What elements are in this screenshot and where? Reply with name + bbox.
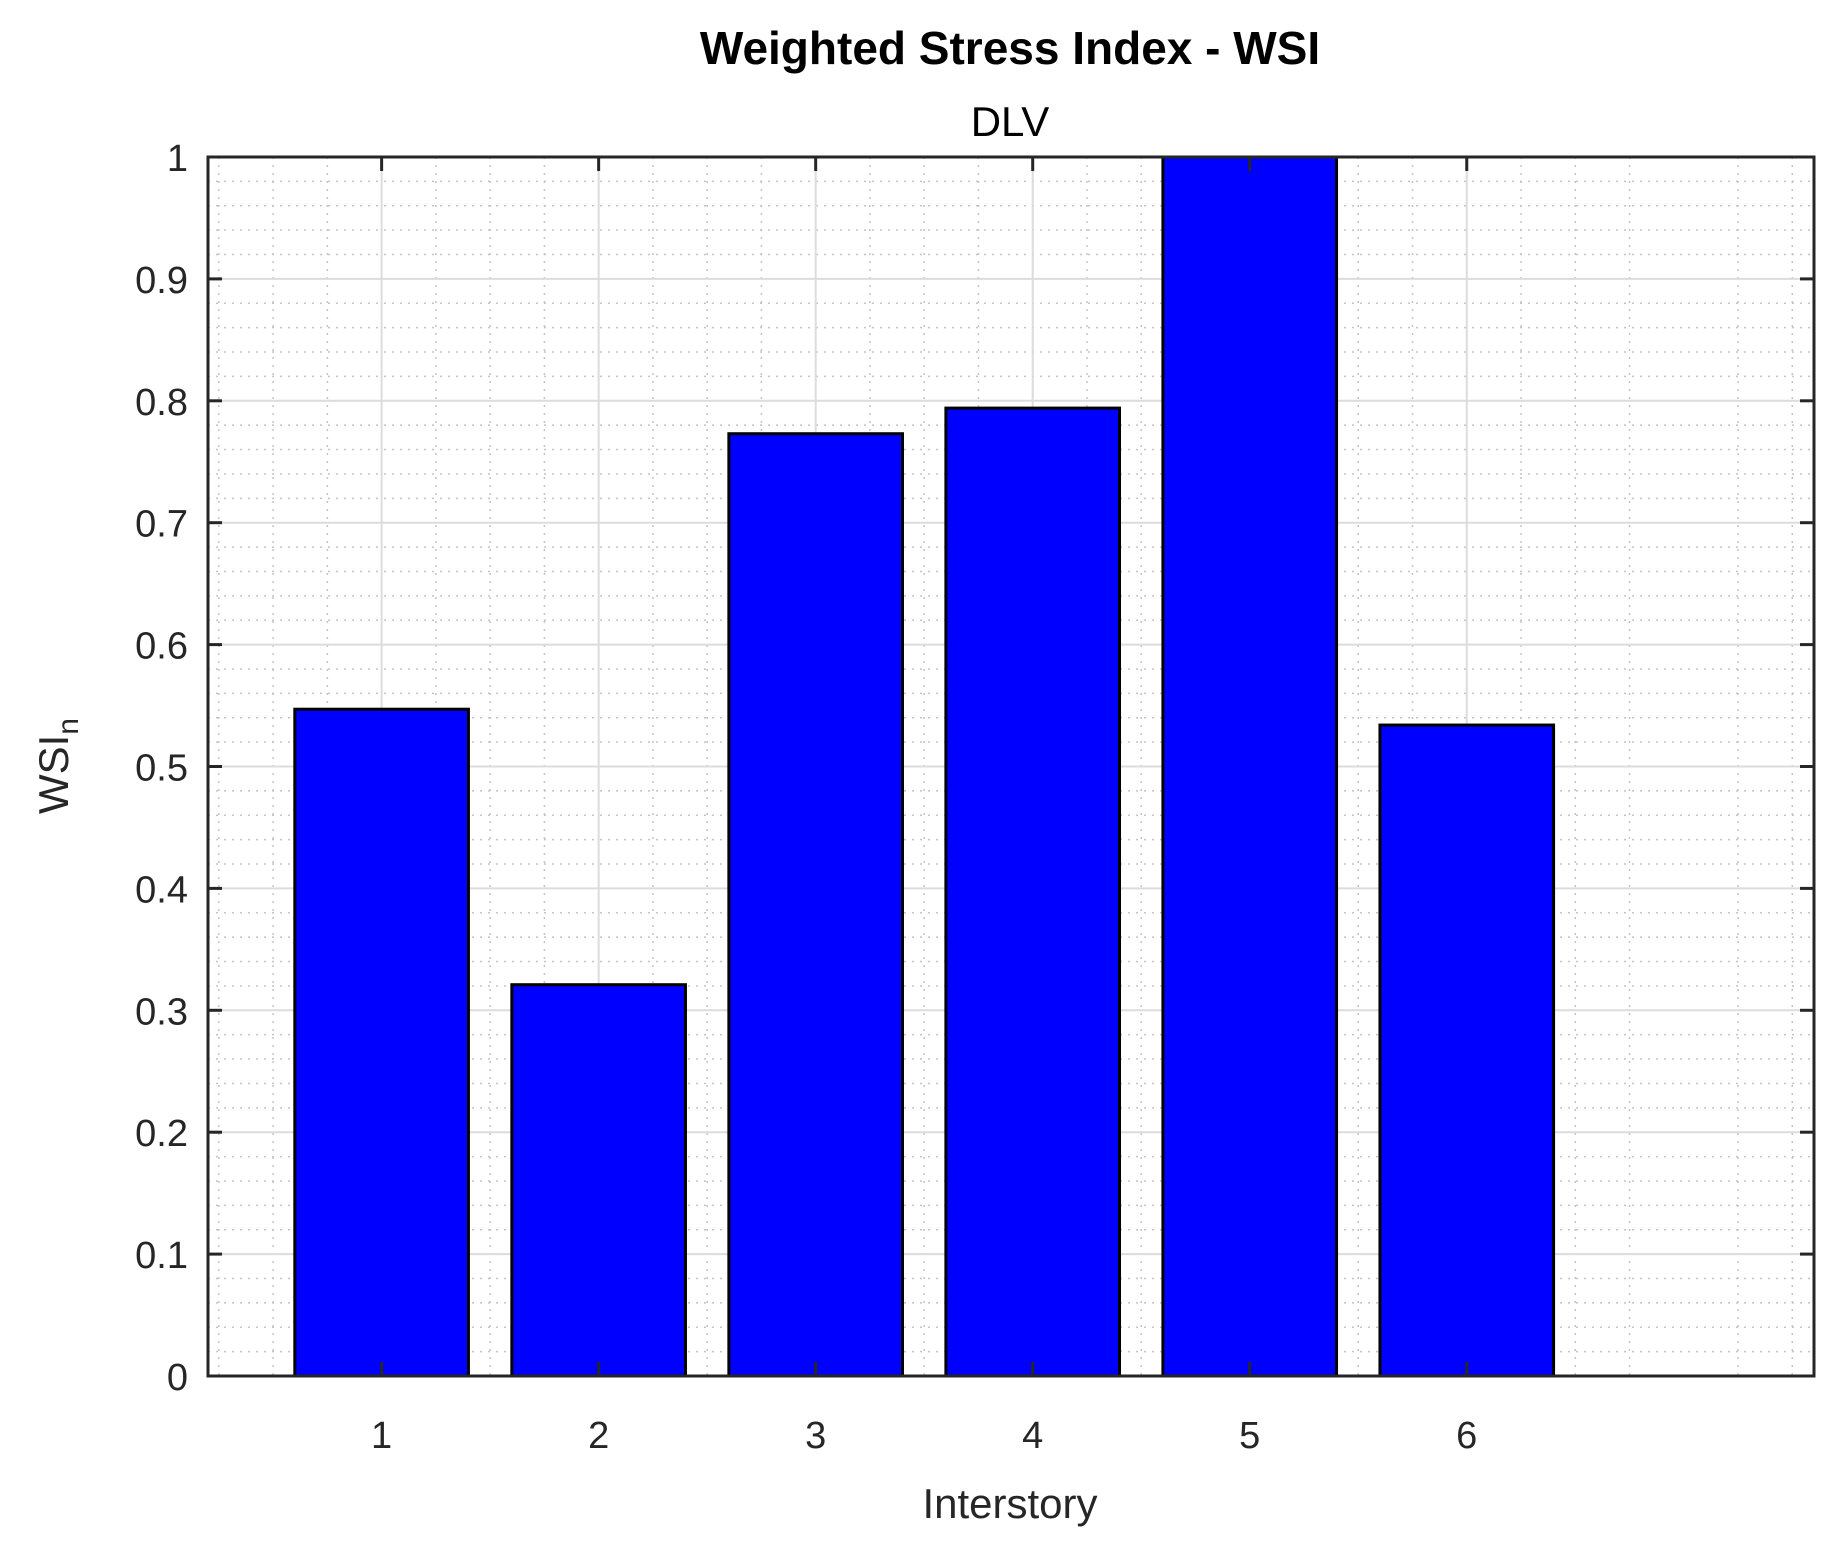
y-tick-label: 0.5 <box>135 748 188 790</box>
x-tick-label: 6 <box>1456 1415 1477 1457</box>
chart-subtitle: DLV <box>971 98 1050 145</box>
y-tick-label: 0.1 <box>135 1235 188 1277</box>
y-axis-label-main: WSI <box>30 735 77 814</box>
y-tick-label: 0.4 <box>135 869 188 911</box>
x-tick-label: 1 <box>371 1415 392 1457</box>
bar <box>727 432 904 1378</box>
bars <box>293 155 1556 1378</box>
y-tick-label: 0.2 <box>135 1113 188 1155</box>
chart-title: Weighted Stress Index - WSI <box>700 22 1320 74</box>
bar <box>510 983 687 1378</box>
y-tick-label: 0.3 <box>135 991 188 1033</box>
y-axis-label: WSIn <box>30 718 85 814</box>
y-tick-label: 0.8 <box>135 382 188 424</box>
ticks: 1 2 3 4 5 6 0 0.1 0.2 0.3 0.4 0.5 0.6 0.7 0.8 0.9 1 <box>135 138 1814 1457</box>
bar <box>944 406 1122 1378</box>
bar <box>293 707 470 1378</box>
x-tick-label: 5 <box>1239 1415 1260 1457</box>
y-axis-label-subscript: n <box>52 718 85 735</box>
y-tick-label: 0.6 <box>135 626 188 668</box>
x-tick-label: 3 <box>805 1415 826 1457</box>
y-tick-label: 1 <box>167 138 188 180</box>
y-tick-label: 0.7 <box>135 504 188 546</box>
y-tick-label: 0.9 <box>135 260 188 302</box>
y-tick-label: 0 <box>167 1357 188 1399</box>
x-axis-label: Interstory <box>922 1480 1097 1527</box>
x-tick-label: 4 <box>1022 1415 1043 1457</box>
x-tick-label: 2 <box>588 1415 609 1457</box>
bar <box>1161 155 1339 1378</box>
bar <box>1378 723 1556 1378</box>
